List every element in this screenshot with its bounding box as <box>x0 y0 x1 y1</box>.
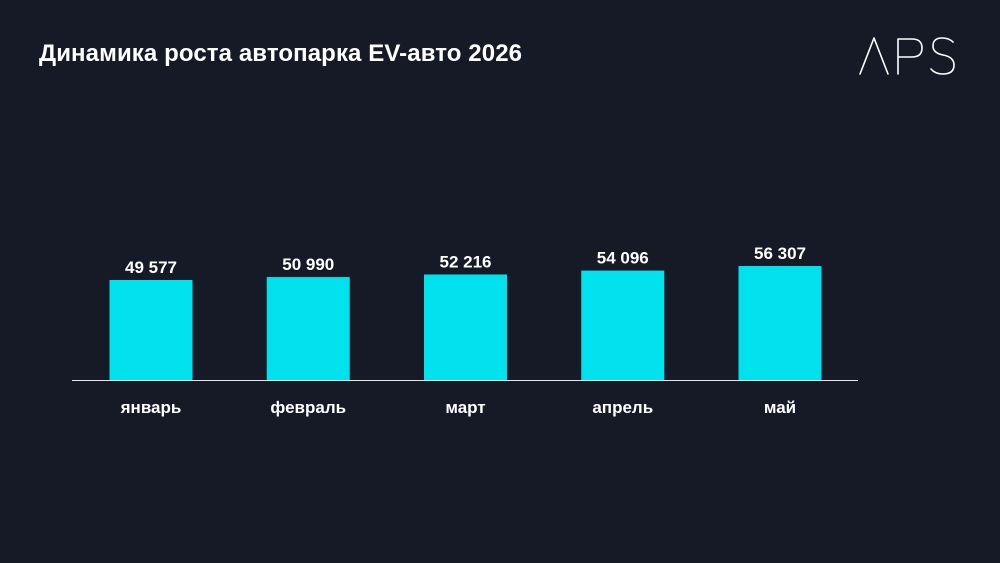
data-label-4: 56 307 <box>754 244 806 263</box>
data-label-3: 54 096 <box>597 249 649 268</box>
category-label-2: март <box>445 398 485 417</box>
bar-1 <box>266 277 350 380</box>
bar-3 <box>581 270 665 380</box>
bar-0 <box>109 280 193 380</box>
bar-4 <box>738 266 822 380</box>
category-label-0: январь <box>120 398 182 417</box>
data-label-0: 49 577 <box>125 258 177 277</box>
category-label-3: апрель <box>592 398 653 417</box>
bar-2 <box>424 274 507 380</box>
category-label-1: февраль <box>270 398 346 417</box>
category-label-4: май <box>764 398 796 417</box>
data-label-2: 52 216 <box>440 253 492 272</box>
aps-logo <box>859 37 955 75</box>
page-title: Динамика роста автопарка EV-авто 2026 <box>39 40 523 67</box>
data-label-1: 50 990 <box>282 255 334 274</box>
